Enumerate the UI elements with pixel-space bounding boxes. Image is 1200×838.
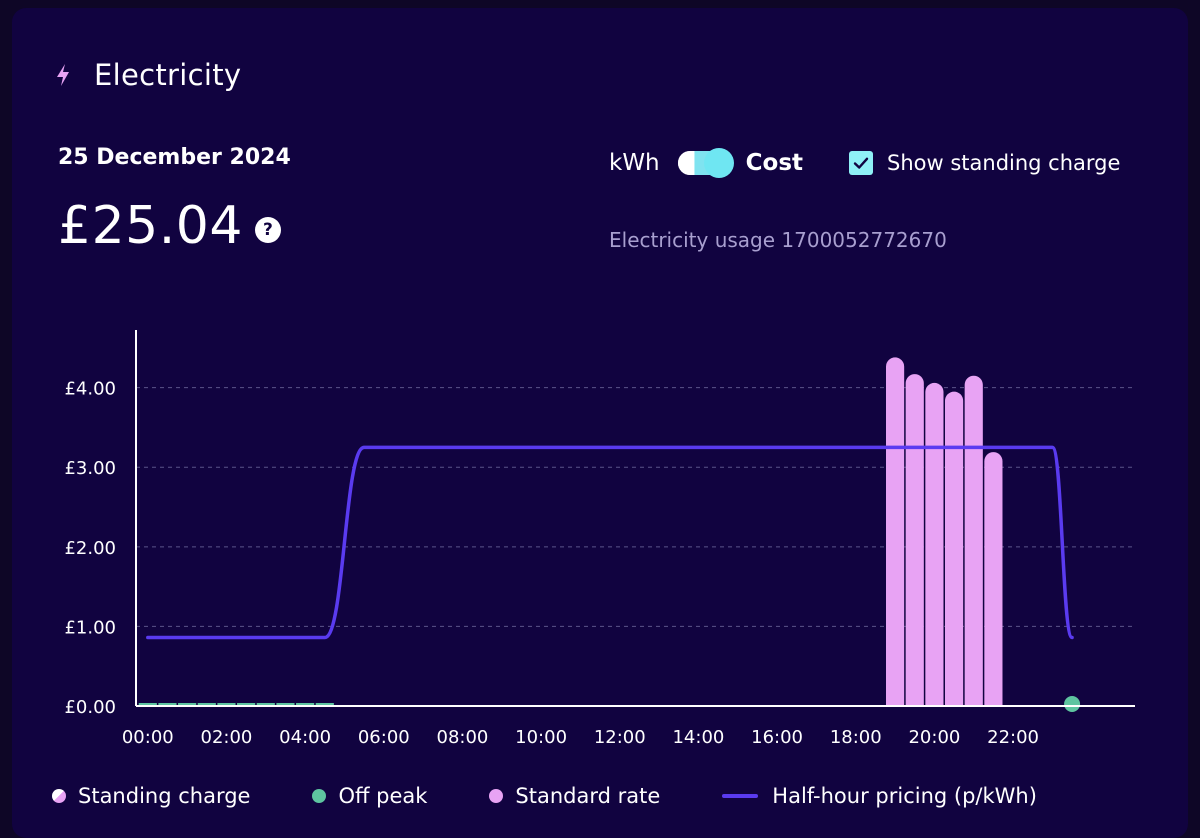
legend-item-standing-charge[interactable]: Standing charge — [52, 784, 250, 808]
x-tick-label: 16:00 — [751, 727, 803, 748]
x-tick-label: 04:00 — [279, 727, 331, 748]
page-title: Electricity — [94, 58, 242, 92]
legend-item-half-hour-pricing[interactable]: Half-hour pricing (p/kWh) — [722, 784, 1037, 808]
bar-standard-rate — [886, 357, 905, 706]
bar-standard-rate — [905, 374, 924, 706]
header: Electricity — [54, 58, 241, 92]
x-tick-label: 02:00 — [201, 727, 253, 748]
legend-swatch-off-peak — [312, 789, 327, 803]
x-tick-label: 14:00 — [672, 727, 724, 748]
bar-standard-rate — [925, 382, 944, 706]
legend-label-standing-charge: Standing charge — [78, 784, 251, 808]
pricing-line — [146, 445, 1074, 640]
axis-layer — [135, 330, 1135, 707]
bar-off-peak — [276, 703, 295, 706]
bar-off-peak — [256, 703, 275, 706]
show-standing-charge-label[interactable]: Show standing charge — [887, 151, 1121, 175]
y-tick-label: £1.00 — [64, 617, 116, 638]
help-icon[interactable]: ? — [254, 217, 281, 243]
legend-label-off-peak: Off peak — [338, 784, 428, 808]
bar-standard-rate — [964, 375, 983, 706]
lightning-icon — [57, 64, 69, 86]
show-standing-charge-checkbox[interactable] — [849, 151, 874, 175]
toggle-knob — [703, 148, 734, 178]
unit-toggle[interactable] — [677, 148, 734, 178]
x-tick-label: 20:00 — [908, 727, 960, 748]
line-layer — [146, 445, 1074, 640]
y-tick-label: £4.00 — [64, 379, 116, 400]
bar-off-peak — [197, 703, 216, 706]
y-tick-label: £0.00 — [64, 697, 116, 718]
x-tick-label: 22:00 — [987, 727, 1039, 748]
bar-off-peak — [138, 703, 157, 706]
chart-legend: Standing charge Off peak Standard rate H… — [52, 784, 1037, 808]
legend-swatch-standing-charge — [52, 789, 66, 803]
bar-standard-rate — [984, 452, 1003, 706]
x-tick-label: 00:00 — [122, 727, 174, 748]
bar-layer — [138, 357, 1081, 712]
label-layer: £0.00 £1.00 £2.00 £3.00 £4.00 00:00 02:00 04:00… — [64, 379, 1039, 748]
x-tick-label: 18:00 — [830, 727, 882, 748]
y-tick-label: £3.00 — [64, 458, 116, 479]
y-tick-label: £2.00 — [64, 538, 116, 559]
legend-item-off-peak[interactable]: Off peak — [312, 784, 427, 808]
x-tick-label: 12:00 — [594, 727, 646, 748]
chart-controls: kWh Cost Show standing charge — [609, 146, 1120, 180]
bar-off-peak — [296, 703, 315, 706]
bar-off-peak — [237, 703, 256, 706]
bar-off-peak — [178, 703, 197, 706]
bar-off-peak — [217, 703, 236, 706]
legend-swatch-standard-rate — [489, 789, 504, 803]
total-cost: £25.04 — [58, 196, 243, 256]
bar-standard-rate — [944, 391, 964, 706]
bar-off-peak — [158, 703, 177, 706]
x-tick-label: 10:00 — [515, 727, 567, 748]
usage-label: Electricity usage 1700052772670 — [609, 228, 947, 252]
legend-swatch-half-hour-pricing — [722, 794, 759, 798]
legend-item-standard-rate[interactable]: Standard rate — [489, 784, 660, 808]
unit-cost-label[interactable]: Cost — [745, 150, 804, 176]
bar-off-peak — [1064, 696, 1081, 712]
unit-kwh-label[interactable]: kWh — [609, 150, 660, 176]
legend-label-standard-rate: Standard rate — [515, 784, 661, 808]
checkmark-icon — [853, 157, 869, 169]
legend-label-half-hour-pricing: Half-hour pricing (p/kWh) — [772, 784, 1037, 808]
x-tick-label: 06:00 — [358, 727, 410, 748]
total-cost-row: £25.04 ? — [58, 200, 281, 252]
selected-date: 25 December 2024 — [58, 145, 291, 170]
x-tick-label: 08:00 — [437, 727, 489, 748]
bar-off-peak — [315, 703, 334, 706]
cost-chart: £0.00 £1.00 £2.00 £3.00 £4.00 00:00 02:00 04:00… — [64, 330, 1135, 748]
